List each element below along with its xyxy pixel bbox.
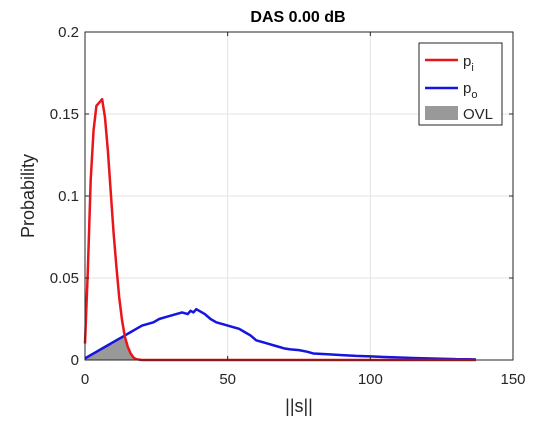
y-tick-label: 0 [71,352,79,369]
x-tick-label: 150 [500,371,525,388]
x-tick-label: 50 [219,371,236,388]
legend-label-ovl: OVL [463,106,493,123]
overlap-area [85,336,157,360]
y-axis-label: Probability [18,154,38,238]
x-tick-label: 100 [358,371,383,388]
ovl-area [85,336,157,360]
legend-swatch-ovl [425,106,458,120]
series-line-po [84,307,476,361]
x-tick-label: 0 [81,371,89,388]
x-axis-label: ||s|| [285,396,313,416]
y-tick-label: 0.2 [58,24,79,41]
x-axis-ticks: 0 50 100 150 [81,32,526,388]
chart-title: DAS 0.00 dB [250,9,345,26]
y-axis-ticks: 0 0.05 0.1 0.15 0.2 [50,24,513,369]
y-tick-label: 0.05 [50,270,79,287]
y-tick-label: 0.15 [50,106,79,123]
legend-label-po: po [463,80,477,101]
y-tick-label: 0.1 [58,188,79,205]
legend: pi po OVL [418,42,503,126]
legend-label-pi: pi [463,53,474,74]
